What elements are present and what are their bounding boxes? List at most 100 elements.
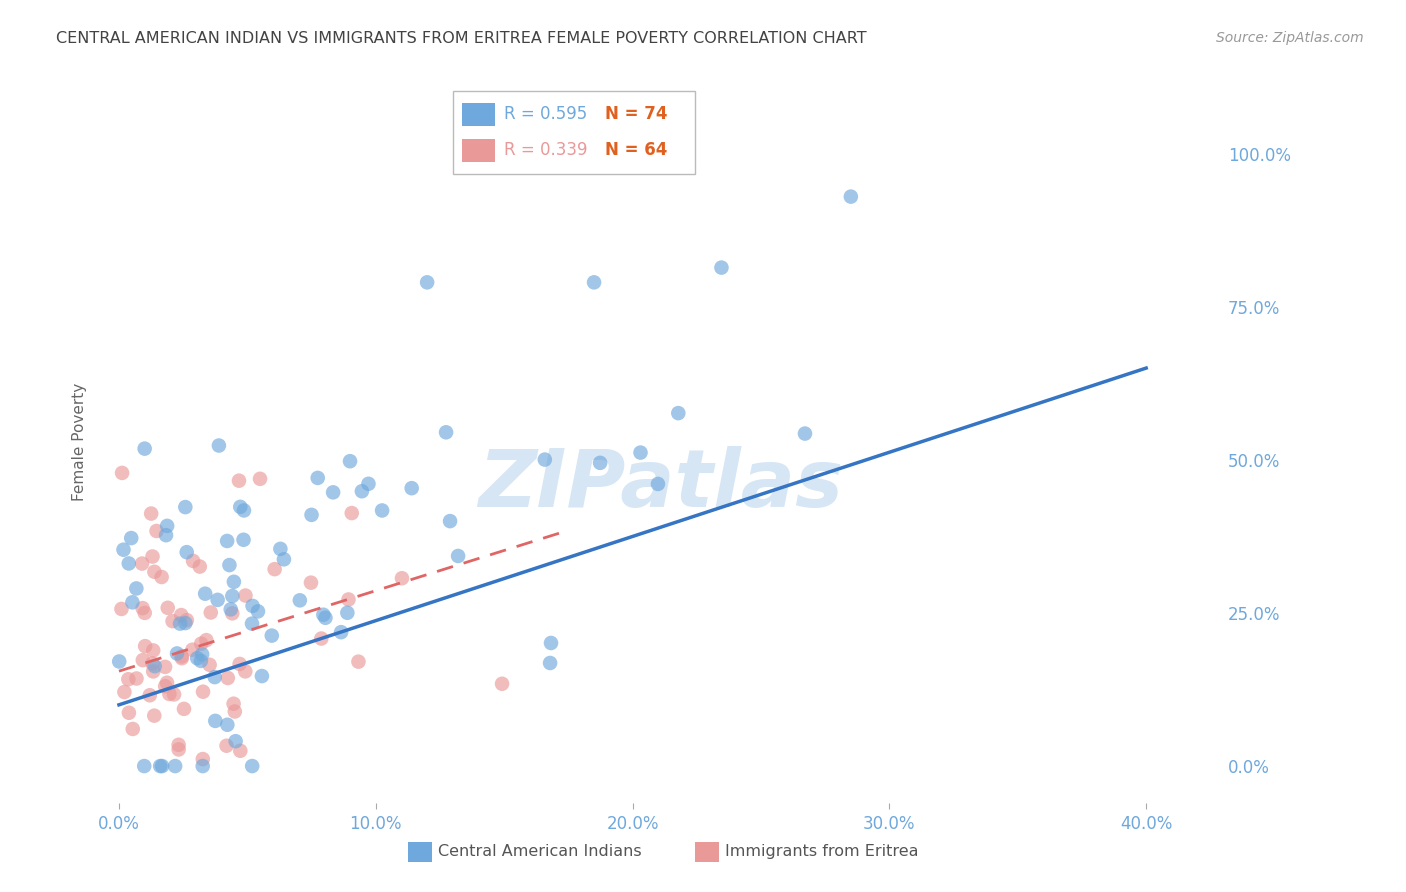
Point	[162, 614, 184, 628]
Point	[208, 438, 231, 452]
Point	[139, 688, 162, 702]
Point	[132, 653, 155, 667]
Point	[112, 542, 135, 557]
Point	[143, 708, 166, 723]
Point	[242, 599, 264, 613]
Point	[246, 604, 269, 618]
Point	[176, 613, 198, 627]
Point	[337, 592, 360, 607]
Point	[273, 552, 295, 566]
Point	[589, 456, 612, 470]
Point	[120, 531, 142, 545]
Point	[260, 629, 283, 643]
Point	[156, 600, 179, 615]
Point	[143, 565, 166, 579]
Point	[112, 685, 135, 699]
Point	[307, 471, 329, 485]
Point	[228, 657, 250, 671]
Point	[153, 679, 176, 693]
Point	[401, 481, 423, 495]
FancyBboxPatch shape	[695, 842, 720, 862]
Point	[339, 454, 361, 468]
Point	[416, 276, 439, 290]
Point	[540, 636, 562, 650]
Point	[142, 665, 165, 679]
Point	[149, 759, 172, 773]
Point	[221, 607, 243, 621]
Point	[163, 687, 186, 701]
Point	[131, 601, 153, 615]
Point	[134, 606, 156, 620]
Point	[157, 687, 180, 701]
Point	[111, 466, 134, 480]
Point	[630, 445, 652, 459]
Point	[794, 426, 817, 441]
Point	[710, 260, 733, 275]
Point	[176, 545, 198, 559]
Point	[314, 611, 336, 625]
Point	[263, 562, 285, 576]
Point	[225, 734, 247, 748]
Point	[141, 507, 163, 521]
Point	[181, 642, 204, 657]
Point	[219, 602, 242, 616]
Point	[235, 589, 257, 603]
Point	[217, 718, 239, 732]
Point	[170, 649, 193, 664]
Point	[224, 705, 246, 719]
FancyBboxPatch shape	[461, 103, 495, 126]
Point	[249, 472, 271, 486]
Point	[190, 654, 212, 668]
Point	[156, 519, 179, 533]
Point	[222, 574, 245, 589]
Point	[391, 571, 413, 585]
Point	[330, 625, 353, 640]
Point	[439, 514, 461, 528]
Point	[118, 557, 141, 571]
Point	[118, 706, 141, 720]
Point	[165, 759, 187, 773]
Point	[198, 657, 221, 672]
Point	[121, 722, 143, 736]
Point	[357, 476, 380, 491]
Point	[533, 452, 555, 467]
Point	[215, 739, 238, 753]
Point	[583, 276, 606, 290]
Text: N = 64: N = 64	[605, 141, 666, 160]
Point	[131, 557, 153, 571]
Text: Immigrants from Eritrea: Immigrants from Eritrea	[725, 845, 918, 859]
Point	[229, 500, 252, 514]
Point	[155, 528, 177, 542]
Point	[121, 595, 143, 609]
FancyBboxPatch shape	[461, 139, 495, 162]
Point	[250, 669, 273, 683]
Point	[134, 759, 156, 773]
Point	[170, 651, 193, 665]
Point	[141, 657, 163, 671]
Point	[167, 738, 190, 752]
Point	[269, 541, 291, 556]
Point	[228, 474, 250, 488]
Point	[156, 675, 179, 690]
Point	[134, 442, 156, 456]
Point	[150, 759, 173, 773]
Point	[186, 651, 208, 665]
Point	[170, 608, 193, 623]
Point	[301, 508, 323, 522]
Point	[125, 582, 148, 596]
Point	[166, 647, 188, 661]
Point	[145, 524, 167, 538]
Point	[169, 616, 191, 631]
Point	[217, 533, 239, 548]
Point	[491, 677, 513, 691]
Point	[207, 593, 229, 607]
Point	[839, 189, 862, 203]
FancyBboxPatch shape	[453, 91, 695, 174]
Point	[229, 744, 252, 758]
Point	[150, 570, 173, 584]
Point	[204, 670, 226, 684]
Point	[173, 702, 195, 716]
Point	[538, 656, 561, 670]
Point	[200, 606, 222, 620]
Point	[232, 533, 254, 547]
